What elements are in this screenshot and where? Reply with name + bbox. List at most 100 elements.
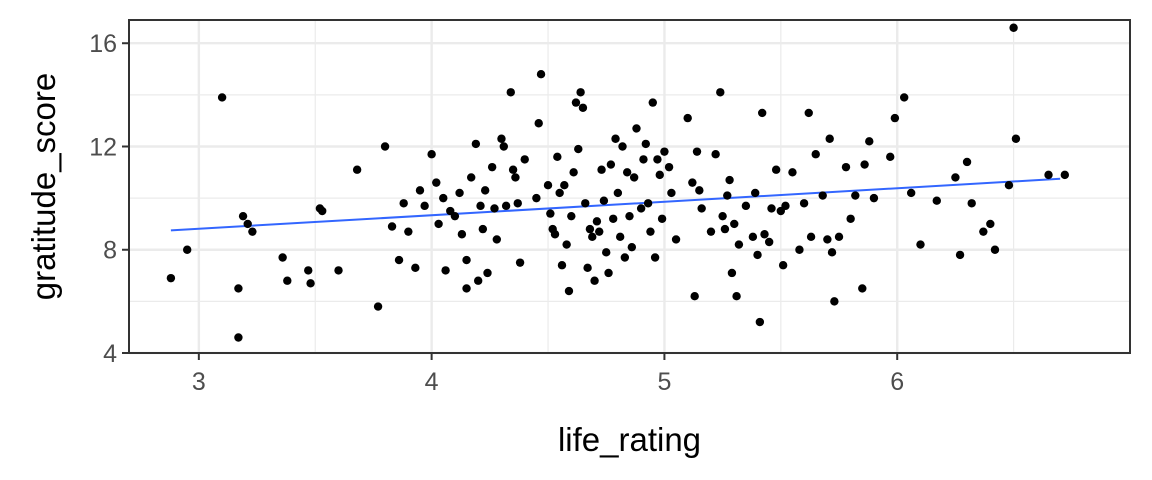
data-point [695,186,704,195]
data-point [741,201,751,211]
data-point [1060,170,1070,180]
data-point [899,93,909,102]
data-point [557,261,567,270]
data-point [352,165,362,174]
data-point [967,199,976,208]
y-tick-label: 8 [103,237,117,265]
data-point [755,317,765,327]
data-point [248,227,257,236]
data-point [534,119,543,128]
data-point [639,155,648,164]
data-point [304,266,313,275]
data-point [858,284,867,293]
data-point [373,302,383,311]
data-point [778,261,788,270]
data-point [732,292,741,301]
x-tick-labels: 3 4 5 6 [192,368,904,396]
data-point [1011,134,1021,143]
data-point [955,250,965,260]
x-axis-title: life_rating [558,421,701,458]
data-point [411,263,420,273]
data-point [725,175,734,185]
data-point [581,199,590,208]
y-tick-labels: 4 8 12 16 [89,30,117,368]
data-point [546,209,555,218]
data-point [986,219,995,229]
data-point [506,88,515,97]
data-point [462,284,471,293]
data-point [799,199,809,208]
x-tick-label: 5 [657,368,671,396]
data-point [683,113,692,123]
x-tick-label: 3 [192,368,206,396]
data-point [387,222,397,231]
data-point [723,191,732,200]
data-point [615,232,625,242]
data-point [706,227,716,236]
data-point [490,204,499,213]
data-point [602,248,611,257]
data-point [599,196,609,205]
y-tick-label: 16 [89,30,117,58]
data-point [804,108,813,118]
data-point [764,237,774,247]
data-point [515,258,525,267]
data-point [890,113,900,123]
data-point [757,108,767,118]
data-point [578,103,588,112]
data-point [962,157,972,167]
data-point [234,284,243,293]
data-point [532,193,541,203]
data-point [576,88,585,97]
data-point [771,165,781,174]
data-point [455,188,464,198]
data-points [166,23,1070,342]
data-point [720,224,730,234]
data-point [625,211,634,221]
data-point [1044,170,1053,180]
data-point [420,201,429,211]
data-point [846,214,855,223]
data-point [278,253,287,262]
y-tick-label: 12 [89,133,117,161]
data-point [916,240,925,249]
data-point [622,168,632,177]
data-point [811,150,820,159]
data-point [781,201,790,211]
panel-border [128,19,1131,354]
data-point [990,245,1000,254]
data-point [727,268,737,278]
data-point [604,268,613,278]
data-point [543,181,553,190]
data-point [643,199,653,208]
data-point [690,292,699,301]
data-point [653,155,662,164]
data-point [334,266,343,275]
data-point [585,224,595,234]
data-point [655,170,664,180]
data-point [951,173,960,182]
data-point [574,144,583,154]
data-point [865,137,874,146]
data-point [434,219,443,229]
axis-ticks [122,42,899,360]
data-point [560,181,569,190]
data-point [520,155,529,164]
data-point [760,230,769,239]
data-point [595,227,604,236]
data-point [571,98,581,107]
data-point [692,147,702,156]
data-point [629,173,639,182]
data-point [823,235,832,244]
data-point [467,173,476,182]
data-point [932,196,941,205]
data-point [667,188,676,198]
data-point [555,188,564,198]
data-point [613,188,623,198]
data-point [478,224,488,234]
data-point [497,134,506,143]
data-point [751,188,760,198]
data-point [166,273,176,283]
